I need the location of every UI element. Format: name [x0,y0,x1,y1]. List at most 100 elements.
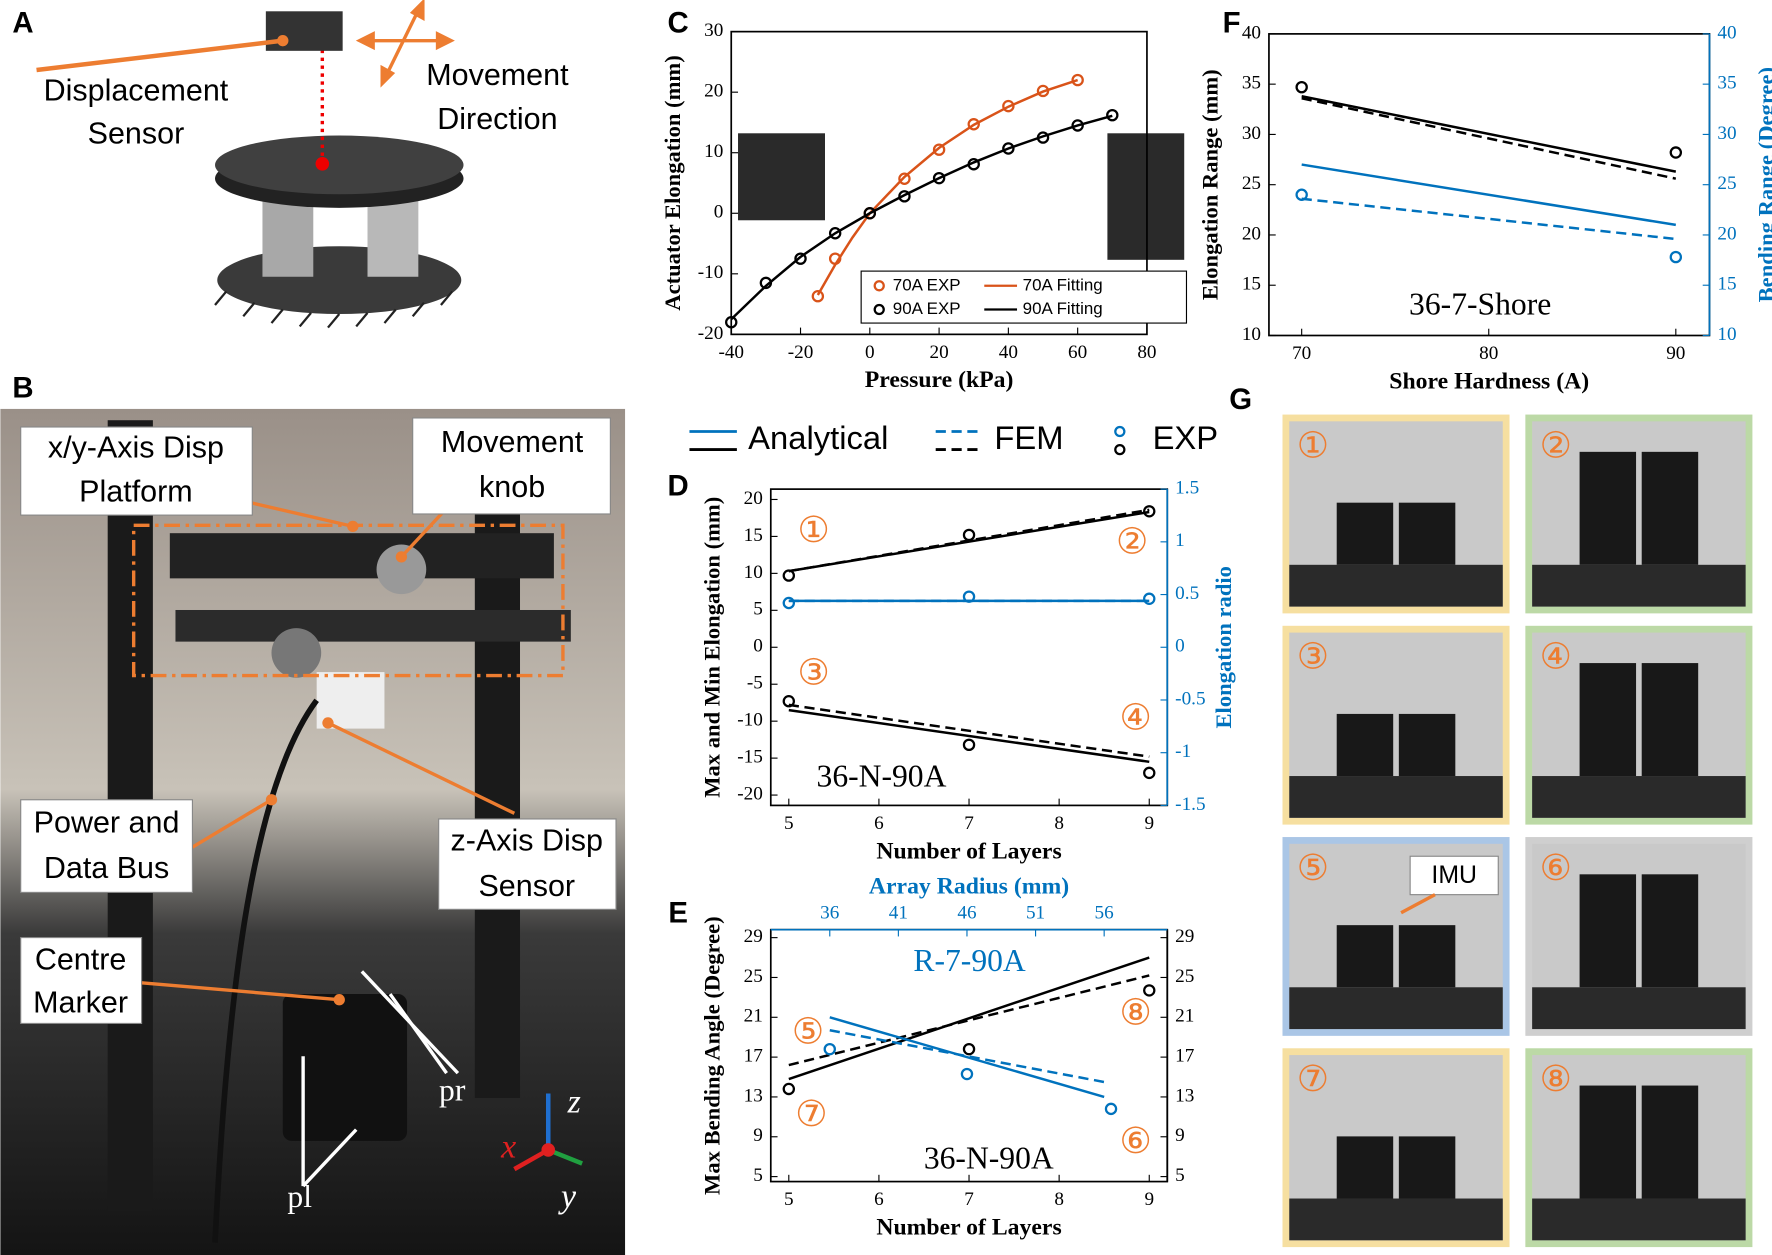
y-tick-label: -20 [737,783,763,804]
annotation: ⑧ [1119,990,1151,1033]
callout-line [36,38,284,73]
legend-label: EXP [1153,419,1219,456]
y-tick-label: 17 [744,1046,764,1067]
actuator [1336,502,1394,565]
y-tick-label: 10 [744,562,763,583]
x-tick-label: 5 [784,1189,794,1210]
y2-tick-label: 25 [1717,173,1736,194]
actuator [1579,1085,1637,1199]
panel-label: F [1223,7,1241,40]
y-tick-label: 21 [744,1006,763,1027]
y-tick-label: 10 [1242,324,1261,345]
data-point [828,227,842,240]
panel-a-diagram [36,0,464,329]
data-point [794,252,807,265]
inset-photo [738,133,826,221]
annotation: 36-N-90A [817,759,947,794]
y2-tick-label: -1 [1175,741,1191,762]
x2-tick-label: 46 [957,902,977,923]
data-point [782,695,796,708]
legend-label: 90A EXP [893,299,961,318]
x-tick-label: 6 [874,813,884,834]
tile-number: ④ [1540,635,1572,678]
y-tick-label: 15 [1242,274,1261,295]
x-tick-label: -40 [718,342,744,363]
tile-floor [1289,987,1503,1030]
actuator [1398,502,1456,565]
data-line [788,956,1150,1081]
legend-marker [873,303,885,316]
x-tick-label: 80 [1137,342,1156,363]
x2-tick-label: 41 [889,902,908,923]
actuator [1579,874,1637,988]
data-line [1301,97,1677,180]
actuator [1641,1085,1699,1199]
panel-label: E [668,897,688,930]
annotation: 36-7-Shore [1409,287,1551,322]
data-point [1104,1102,1118,1116]
legend-label: Analytical [748,419,888,456]
x-tick-label: 5 [784,813,794,834]
actuator [1579,663,1637,777]
x-tick-label: 20 [929,342,948,363]
y-tick-label: 0 [714,202,724,223]
y-tick-label: 10 [704,141,723,162]
data-point [782,596,796,610]
y2-tick-label: 13 [1175,1085,1194,1106]
y2-tick-label: 1.5 [1175,478,1199,499]
callout-label: z-Axis Disp [451,824,603,858]
data-point [1071,119,1084,132]
x-tick-label: 40 [999,342,1018,363]
sensor-box [265,11,343,51]
direction-arrows [355,0,455,88]
data-point [962,1042,976,1056]
y-tick-label: 20 [1242,223,1261,244]
annotation: ② [1116,519,1148,562]
annotation: R-7-90A [913,943,1026,978]
diagram-label: Movement [426,58,569,92]
legend-marker [1114,425,1126,438]
platform-top [215,135,464,195]
y2-axis-label: Elongation radio [1211,566,1236,728]
panel-label: G [1229,383,1252,416]
actuator [1398,1136,1456,1199]
data-line [788,703,1150,758]
tile-floor [1289,564,1503,607]
data-line [788,974,1150,1067]
y-tick-label: 5 [753,1165,763,1186]
data-line [1301,163,1677,227]
y2-axis-label: Bending Range (Degree) [1753,67,1772,302]
diagram-label: Direction [437,102,557,136]
callout-label: Sensor [478,869,575,903]
data-line [829,1016,1105,1099]
data-point [898,172,911,185]
data-point [1002,99,1015,113]
legend-label: 90A Fitting [1023,299,1103,318]
cable [212,698,319,1243]
y-tick-label: -10 [698,262,724,283]
x-tick-label: 8 [1054,813,1064,834]
callout-label: Power and [34,806,180,840]
callout-label: x/y-Axis Disp [48,431,224,465]
diagram-label: Sensor [88,117,185,151]
y-tick-label: 25 [744,966,763,987]
data-line [788,708,1150,764]
y-tick-label: 15 [744,525,763,546]
actuator [1336,1136,1394,1199]
imu-label: IMU [1431,862,1477,889]
data-point [782,569,796,582]
x-tick-label: 0 [865,342,875,363]
x2-tick-label: 36 [820,902,840,923]
callout-label: Centre [35,942,127,976]
y-tick-label: 9 [753,1125,763,1146]
axis-label: y [558,1178,577,1215]
tile-number: ② [1540,423,1572,466]
tile-number: ⑦ [1297,1057,1329,1100]
panel-label: A [12,7,33,40]
callout-dots [265,520,408,1006]
y-tick-label: 5 [753,599,763,620]
ground-hatch [214,290,454,329]
y-axis-label: Max and Min Elongation (mm) [699,497,724,798]
actuator [1579,451,1637,565]
y-tick-label: -5 [747,673,763,694]
